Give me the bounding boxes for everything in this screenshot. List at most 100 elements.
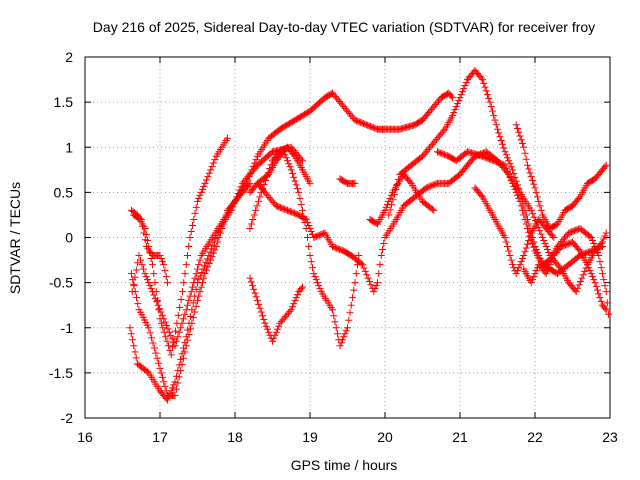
data-point xyxy=(462,79,470,87)
data-point xyxy=(192,285,200,293)
data-point xyxy=(171,342,179,350)
data-point xyxy=(549,232,556,240)
data-point xyxy=(271,331,279,339)
data-point xyxy=(204,173,212,181)
data-point xyxy=(202,258,210,266)
data-point xyxy=(163,337,171,345)
data-point xyxy=(372,282,380,290)
data-point xyxy=(191,274,199,282)
data-point xyxy=(249,215,257,223)
data-point xyxy=(520,143,528,151)
data-point xyxy=(297,285,305,293)
data-point xyxy=(156,305,164,313)
data-point xyxy=(507,176,515,184)
data-point xyxy=(179,288,186,296)
data-point xyxy=(246,274,254,282)
data-point xyxy=(510,182,518,190)
data-point xyxy=(307,258,315,266)
data-point xyxy=(526,233,534,241)
data-point xyxy=(584,261,591,269)
data-point xyxy=(197,283,205,291)
data-point xyxy=(387,191,395,199)
data-point xyxy=(246,169,254,177)
data-point xyxy=(163,321,171,329)
data-point xyxy=(497,136,505,144)
data-point xyxy=(519,255,526,263)
data-point xyxy=(545,264,553,272)
data-point xyxy=(250,211,258,219)
data-point xyxy=(180,279,188,287)
data-point xyxy=(524,161,531,169)
data-point xyxy=(178,319,186,327)
data-point xyxy=(209,249,217,257)
data-point xyxy=(190,279,198,287)
data-point xyxy=(351,179,359,187)
data-point xyxy=(336,342,344,350)
data-point xyxy=(520,252,528,260)
data-point xyxy=(149,288,156,296)
data-point xyxy=(182,306,190,314)
data-point xyxy=(592,246,600,254)
data-point xyxy=(428,205,436,213)
data-point xyxy=(370,288,378,296)
data-point xyxy=(506,160,514,168)
data-point xyxy=(294,291,301,299)
data-point xyxy=(447,92,455,100)
data-point xyxy=(496,133,504,141)
data-point xyxy=(305,243,313,251)
data-point xyxy=(602,288,610,296)
data-point xyxy=(329,306,336,314)
data-point xyxy=(601,282,609,290)
data-point xyxy=(128,270,135,278)
data-point xyxy=(294,185,301,193)
data-point xyxy=(141,270,149,278)
data-point xyxy=(154,301,162,309)
data-point xyxy=(256,193,264,201)
series-arc-9 xyxy=(246,143,314,232)
data-point xyxy=(306,224,314,232)
data-point xyxy=(159,258,166,266)
data-point xyxy=(211,156,219,164)
data-point xyxy=(504,154,511,162)
data-point xyxy=(164,279,171,287)
data-point xyxy=(605,310,612,318)
data-point xyxy=(522,220,530,228)
data-point xyxy=(297,200,305,208)
y-tick-label: -1.5 xyxy=(49,365,73,381)
data-point xyxy=(291,177,299,185)
data-point xyxy=(520,211,528,219)
data-point xyxy=(199,185,206,193)
data-point xyxy=(171,391,179,399)
data-point xyxy=(134,300,142,308)
data-point xyxy=(171,378,179,386)
data-point xyxy=(190,215,198,223)
data-point xyxy=(267,161,275,169)
data-point xyxy=(484,91,491,99)
data-point xyxy=(530,213,538,221)
x-tick-label: 17 xyxy=(152,429,168,445)
data-point xyxy=(502,164,510,172)
data-point xyxy=(184,252,191,260)
data-point xyxy=(334,330,341,338)
data-point xyxy=(159,373,166,381)
data-point xyxy=(189,299,197,307)
data-point xyxy=(515,185,523,193)
data-point xyxy=(192,270,200,278)
data-point xyxy=(332,324,340,332)
data-point xyxy=(459,88,466,96)
data-point xyxy=(529,176,536,184)
data-point xyxy=(251,289,259,297)
data-point xyxy=(581,267,589,275)
data-point xyxy=(381,206,389,214)
data-point xyxy=(196,288,204,296)
series-arc-7 xyxy=(246,274,306,345)
data-point xyxy=(482,87,490,95)
data-point xyxy=(586,232,594,240)
data-point xyxy=(162,273,170,281)
data-point xyxy=(248,166,256,174)
data-point xyxy=(177,296,185,304)
series-arc-15 xyxy=(512,121,610,232)
data-point xyxy=(544,246,551,254)
data-point xyxy=(501,161,509,169)
